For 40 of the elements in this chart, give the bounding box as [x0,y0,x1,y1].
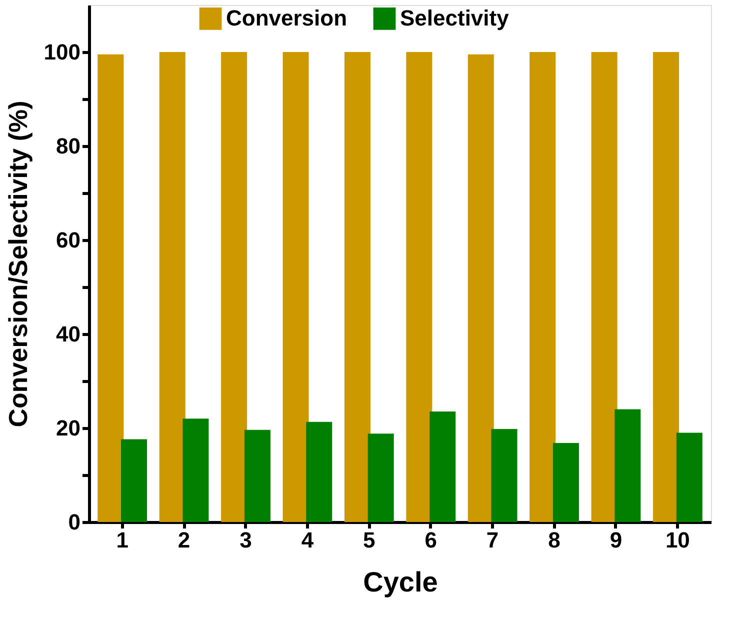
x-tick-label: 7 [486,528,499,552]
bar [344,52,370,522]
bar [306,422,332,522]
bar [652,52,679,522]
bar [491,428,518,522]
x-axis-title: Cycle [363,566,438,598]
bar [159,52,186,522]
y-tick-label: 60 [56,228,80,252]
bar [430,412,456,522]
bar [121,439,148,522]
x-tick-label: 1 [116,528,128,552]
bar [591,52,618,522]
x-tick-label: 3 [240,528,252,552]
y-tick-label: 80 [56,134,80,158]
bar [676,432,702,522]
x-tick-label: 9 [610,528,622,552]
x-tick-label: 2 [178,528,190,552]
y-tick-label: 0 [68,510,80,534]
x-tick-label: 10 [665,528,690,552]
bar [552,443,579,522]
x-tick-label: 5 [363,528,376,552]
bar [614,409,641,522]
y-axis-title: Conversion/Selectivity (%) [2,100,33,428]
bar [244,430,270,522]
x-tick-label: 6 [424,528,437,552]
bar [368,434,394,522]
x-tick-label: 4 [301,528,314,552]
bar [406,52,432,522]
legend-label: Selectivity [400,6,510,31]
bar [98,54,124,522]
y-tick-label: 40 [56,322,80,346]
bar [182,418,209,522]
legend-label: Conversion [226,6,348,31]
bar [530,52,556,522]
y-tick-label: 100 [44,40,80,64]
y-tick-label: 20 [56,416,80,440]
x-tick-label: 8 [548,528,560,552]
bar [468,54,494,522]
bar [282,52,309,522]
bar [221,52,248,522]
